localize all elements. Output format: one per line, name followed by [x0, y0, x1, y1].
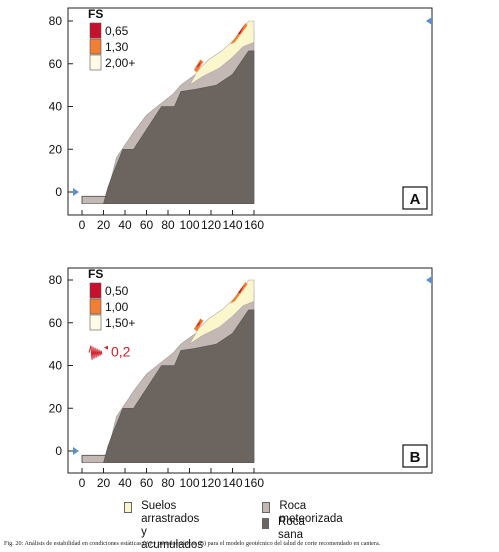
fs-legend-label: 1,50+: [105, 316, 135, 330]
fs-legend-label: 0,65: [105, 24, 129, 38]
fs-legend-swatch: [89, 22, 102, 39]
water-arrow-left: [73, 188, 79, 196]
fs-legend-swatch: [89, 282, 102, 299]
panel-label-box: [402, 444, 428, 468]
water-arrow-right: [426, 17, 432, 25]
fs-legend-swatch: [89, 314, 102, 331]
x-tick-label: 120: [201, 218, 221, 232]
fs-legend-title: FS: [88, 267, 103, 281]
y-tick-label: 0: [55, 444, 62, 458]
x-tick-label: 80: [161, 476, 175, 490]
x-tick-label: 160: [244, 218, 264, 232]
fs-zone-low-1: [195, 319, 202, 328]
x-tick-label: 40: [118, 218, 132, 232]
fs-zone-low-1: [195, 60, 202, 69]
y-tick-label: 60: [49, 57, 63, 71]
legend-item-soil: Suelos arrastrados y acumulados: [124, 500, 206, 552]
panel-a: 0 20 40 60 80 0 20 40 60 80 100 120 140 160 FS0,65 1,30…: [49, 7, 433, 232]
x-tick-label: 160: [244, 476, 264, 490]
x-tick-label: 140: [222, 476, 242, 490]
figure-caption: Fig. 20: Análisis de estabilidad en cond…: [4, 540, 381, 547]
legend-label-soil-1: Suelos arrastrados: [141, 500, 200, 525]
fs-legend-label: 1,00: [105, 300, 129, 314]
panel-label: A: [410, 191, 421, 208]
seismic-arrow-icon: [104, 345, 108, 350]
x-tick-label: 100: [179, 218, 199, 232]
legend-swatch-sound-rock: [262, 518, 270, 529]
y-tick-label: 80: [49, 14, 63, 28]
panel-b: 0 20 40 60 80 0 20 40 60 80 100 120 140 160 FS0,50 1,00…: [49, 267, 433, 490]
y-tick-label: 80: [49, 273, 63, 287]
x-tick-label: 120: [201, 476, 221, 490]
x-tick-label: 100: [179, 476, 199, 490]
legend-label-weathered-rock: Roca meteorizada: [279, 500, 343, 525]
legend-swatch-soil: [124, 502, 133, 513]
x-tick-label: 60: [140, 476, 154, 490]
x-tick-label: 0: [79, 476, 86, 490]
x-tick-label: 20: [97, 218, 111, 232]
seismic-wave-icon: [88, 345, 103, 360]
panel-label: B: [410, 449, 421, 466]
panel-label-box: [402, 186, 428, 210]
water-arrow-left: [73, 447, 79, 455]
x-tick-label: 140: [222, 218, 242, 232]
legend-item-weathered-rock: Roca meteorizada: [262, 500, 345, 526]
water-arrow-right: [426, 276, 432, 284]
x-tick-label: 60: [140, 218, 154, 232]
legend-item-sound-rock: Roca sana: [262, 516, 309, 542]
y-tick-label: 20: [49, 142, 63, 156]
x-tick-label: 0: [79, 218, 86, 232]
fs-legend-label: 1,30: [105, 40, 129, 54]
y-tick-label: 20: [49, 401, 63, 415]
fs-legend-title: FS: [88, 7, 103, 21]
fs-legend-label: 0,50: [105, 284, 129, 298]
legend-label-sound-rock: Roca sana: [278, 516, 305, 541]
legend-swatch-weathered-rock: [262, 502, 271, 513]
fs-legend-swatch: [89, 54, 102, 71]
fs-zone-low-2: [237, 25, 245, 34]
seismic-coefficient: 0,2: [111, 344, 131, 360]
x-tick-label: 40: [118, 476, 132, 490]
fs-legend-label: 2,00+: [105, 56, 135, 70]
x-tick-label: 20: [97, 476, 111, 490]
y-tick-label: 0: [55, 185, 62, 199]
sound-rock-layer: [82, 309, 255, 464]
sound-rock-layer: [82, 50, 255, 205]
y-tick-label: 40: [49, 359, 63, 373]
fs-legend-swatch: [89, 38, 102, 55]
legend-label-soil-2: y acumulados: [141, 526, 204, 551]
y-tick-label: 60: [49, 316, 63, 330]
x-tick-label: 80: [161, 218, 175, 232]
y-tick-label: 40: [49, 100, 63, 114]
fs-legend-swatch: [89, 298, 102, 315]
fs-zone-low-2: [237, 284, 245, 293]
